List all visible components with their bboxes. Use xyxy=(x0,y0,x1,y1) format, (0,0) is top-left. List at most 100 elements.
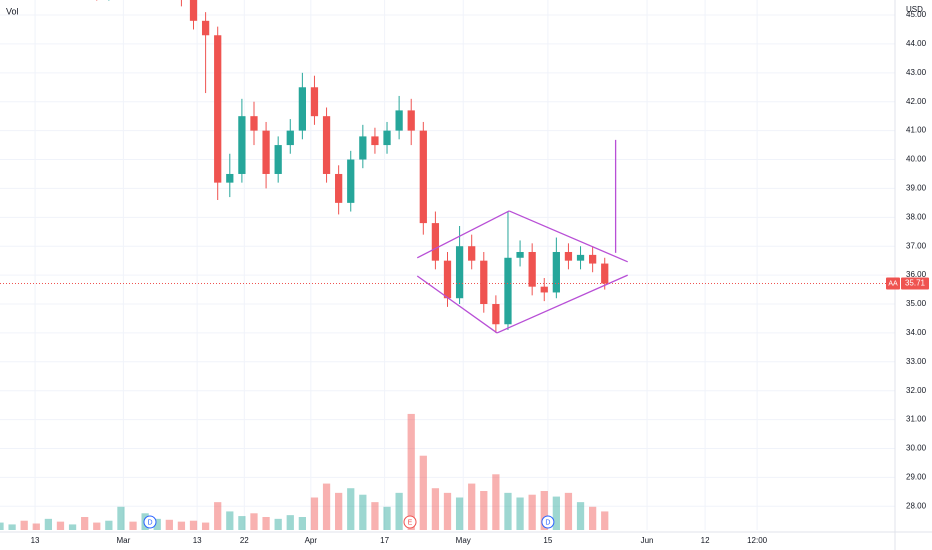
candle-body xyxy=(419,130,427,224)
symbol-label: AA xyxy=(888,280,898,287)
candle-body xyxy=(286,130,294,146)
volume-bar xyxy=(576,502,585,530)
candle-body xyxy=(274,145,282,174)
symbol-badge xyxy=(886,277,900,290)
volume-bar xyxy=(322,483,331,530)
volume-bar xyxy=(129,521,137,530)
candle-body xyxy=(528,251,536,287)
volume-bar xyxy=(552,496,560,530)
candle-body xyxy=(455,246,464,299)
volume-bar xyxy=(177,521,186,530)
pattern-line xyxy=(496,274,628,334)
candle-body xyxy=(443,260,452,299)
y-tick-label: 44.00 xyxy=(906,39,927,48)
candle-body xyxy=(322,116,331,174)
candle-body xyxy=(492,304,500,325)
x-tick-label: 15 xyxy=(543,536,552,545)
y-tick-label: 28.00 xyxy=(906,501,927,510)
x-tick-label: 13 xyxy=(193,536,202,545)
candle-body xyxy=(298,87,306,131)
volume-bar xyxy=(419,455,427,530)
event-marker xyxy=(143,515,157,529)
volume-bar xyxy=(165,519,173,530)
volume-bar xyxy=(492,474,500,530)
volume-bar xyxy=(153,518,161,530)
candle-body xyxy=(431,223,440,261)
volume-bar xyxy=(44,518,53,530)
volume-bar xyxy=(359,494,367,530)
candle-body xyxy=(601,263,609,284)
candle-body xyxy=(250,116,258,131)
volume-bar xyxy=(238,516,246,530)
candle-body xyxy=(564,251,573,261)
price-pane xyxy=(0,0,895,334)
volume-bar xyxy=(347,488,355,530)
event-label: D xyxy=(545,519,550,526)
volume-bar xyxy=(443,492,452,530)
y-tick-label: 45.00 xyxy=(906,10,927,19)
candle-body xyxy=(480,260,488,305)
volume-bar xyxy=(504,492,512,530)
volume-bar xyxy=(371,502,379,530)
volume-bar xyxy=(8,524,16,530)
volume-bar xyxy=(81,517,89,530)
candle-body xyxy=(552,251,560,293)
y-tick-label: 40.00 xyxy=(906,155,927,164)
x-tick-label: 13 xyxy=(31,536,40,545)
candle-body xyxy=(407,110,415,131)
volume-bar xyxy=(226,511,234,530)
volume-bar xyxy=(310,497,319,530)
volume-bar xyxy=(335,492,343,530)
volume-bar xyxy=(564,492,573,530)
volume-bar xyxy=(189,520,198,530)
candle-body xyxy=(540,286,548,293)
candle-body xyxy=(347,159,355,203)
volume-bar xyxy=(56,521,65,530)
volume-bar xyxy=(480,491,488,530)
volume-bar xyxy=(528,494,536,530)
y-tick-label: 29.00 xyxy=(906,473,927,482)
candle-body xyxy=(516,251,524,258)
volume-bar xyxy=(468,483,476,530)
candle-body xyxy=(504,257,512,325)
candle-body xyxy=(576,254,585,261)
volume-bar xyxy=(201,522,210,530)
pattern-line xyxy=(508,210,628,263)
y-tick-label: 42.00 xyxy=(906,97,927,106)
volume-bar xyxy=(589,506,597,530)
event-label: D xyxy=(147,519,152,526)
y-tick-label: 30.00 xyxy=(906,444,927,453)
volume-bar xyxy=(407,413,415,530)
x-tick-label: Apr xyxy=(305,536,318,545)
x-tick-label: May xyxy=(456,536,471,545)
x-tick-label: 22 xyxy=(240,536,249,545)
candle-body xyxy=(189,0,198,21)
volume-bar xyxy=(0,522,4,530)
volume-bar xyxy=(117,506,125,530)
volume-bar xyxy=(431,488,440,530)
event-marker xyxy=(541,515,555,529)
volume-bar xyxy=(455,497,464,530)
x-tick-label: Jun xyxy=(641,536,654,545)
event-label: E xyxy=(408,519,413,526)
candle-body xyxy=(383,130,391,146)
volume-bar xyxy=(383,506,391,530)
volume-bar xyxy=(395,492,403,530)
y-tick-label: 38.00 xyxy=(906,212,927,221)
y-tick-label: 32.00 xyxy=(906,386,927,395)
y-tick-label: 43.00 xyxy=(906,68,927,77)
x-tick-label: 12:00 xyxy=(747,536,768,545)
volume-bar xyxy=(540,491,548,530)
volume-bar xyxy=(32,523,40,530)
y-tick-label: 39.00 xyxy=(906,184,927,193)
y-tick-label: 33.00 xyxy=(906,357,927,366)
y-tick-label: 37.00 xyxy=(906,241,927,250)
last-price-label: 35.71 xyxy=(905,279,926,288)
event-marker xyxy=(403,515,417,529)
x-tick-label: 17 xyxy=(380,536,389,545)
volume-bar xyxy=(105,520,113,530)
volume-bar xyxy=(274,518,282,530)
candle-body xyxy=(371,136,379,146)
pattern-line xyxy=(416,210,510,259)
